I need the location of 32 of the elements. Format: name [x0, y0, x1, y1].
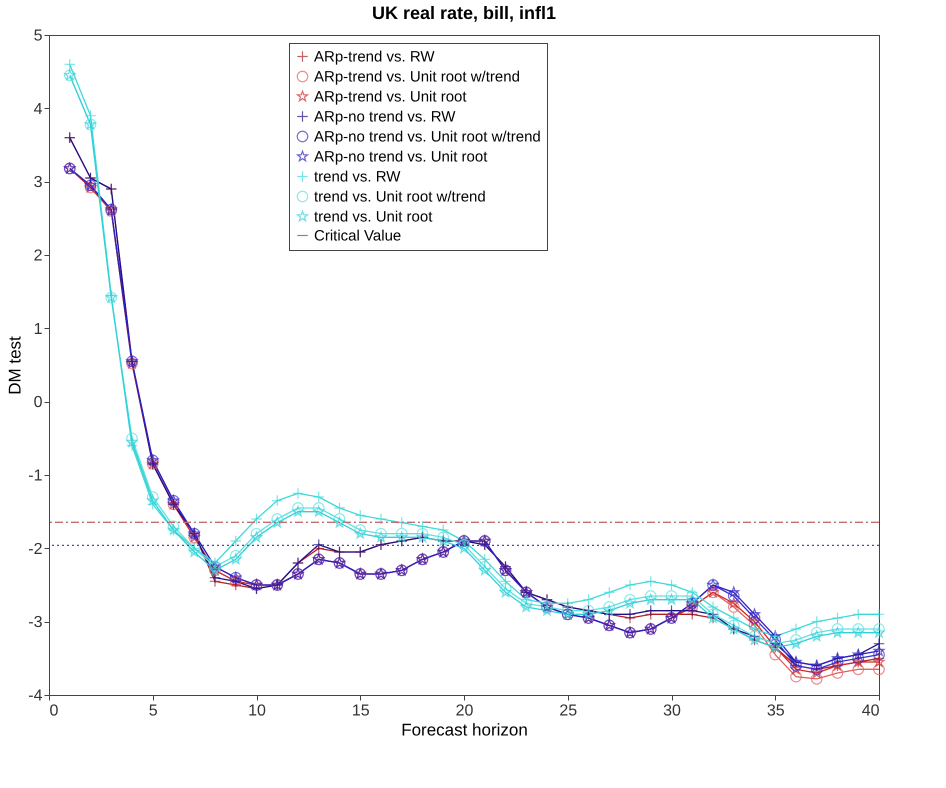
legend-label: trend vs. Unit root: [314, 208, 434, 226]
legend-label: ARp-no trend vs. RW: [314, 108, 456, 126]
chart-title: UK real rate, bill, infl1: [372, 3, 556, 23]
x-tick-label: 0: [50, 702, 58, 720]
x-axis-title: Forecast horizon: [401, 720, 528, 740]
y-axis-title: DM test: [5, 336, 24, 395]
legend-label: Critical Value: [314, 228, 402, 244]
x-tick-label: 5: [148, 702, 158, 720]
x-tick-label: 25: [559, 702, 578, 720]
y-tick-label: 0: [34, 394, 43, 412]
x-tick-label: 20: [456, 702, 474, 720]
legend-label: trend vs. Unit root w/trend: [314, 188, 486, 206]
y-tick-label: -3: [28, 614, 43, 632]
x-tick-label: 15: [352, 702, 370, 720]
y-tick-label: 1: [34, 320, 43, 338]
y-tick-label: -2: [28, 540, 43, 558]
x-tick-label: 40: [862, 702, 880, 720]
legend-label: ARp-trend vs. Unit root: [314, 88, 468, 106]
y-tick-label: 5: [34, 28, 43, 44]
legend-label: ARp-no trend vs. Unit root w/trend: [314, 128, 541, 146]
x-tick-label: 10: [248, 702, 266, 720]
x-tick-label: 35: [766, 702, 785, 720]
y-tick-label: -4: [28, 688, 43, 704]
legend-label: trend vs. RW: [314, 168, 402, 186]
y-tick-label: 2: [34, 248, 43, 264]
y-tick-label: 3: [34, 174, 43, 192]
legend-label: ARp-trend vs. Unit root w/trend: [314, 68, 520, 86]
legend-label: ARp-trend vs. RW: [314, 48, 436, 66]
y-tick-label: -1: [28, 468, 43, 484]
legend-label: ARp-no trend vs. Unit root: [314, 148, 488, 166]
x-tick-label: 30: [663, 702, 681, 720]
y-tick-label: 4: [34, 100, 43, 118]
